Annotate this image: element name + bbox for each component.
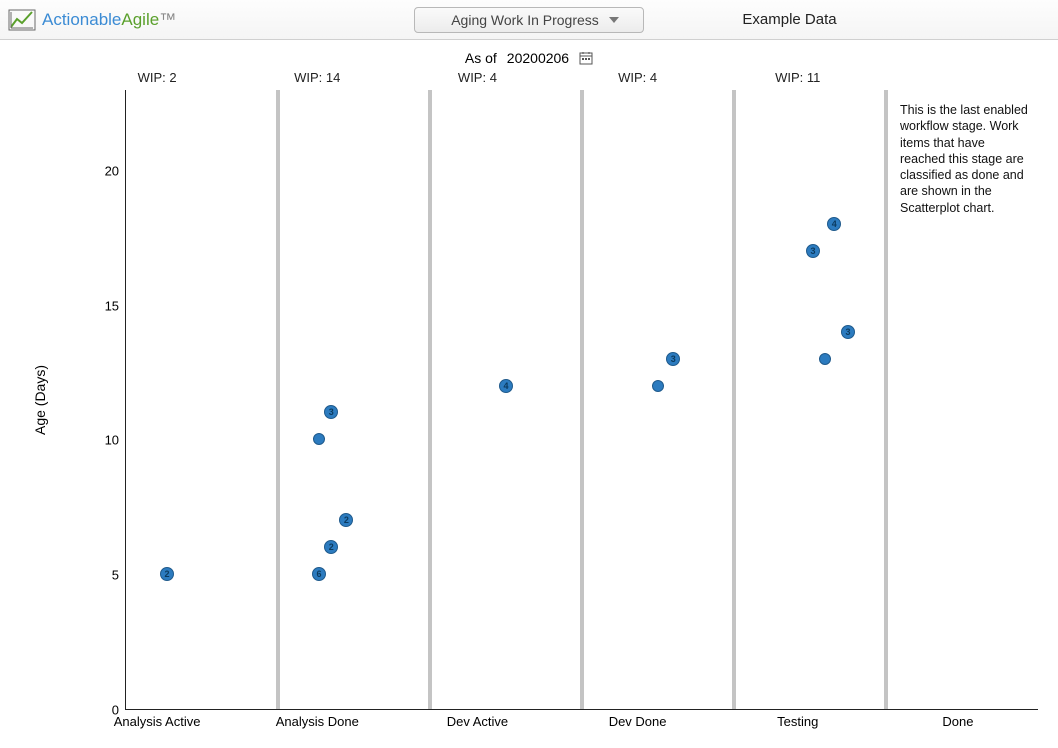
column-separator	[733, 90, 736, 709]
column-separator	[277, 90, 280, 709]
data-point[interactable]	[819, 353, 831, 365]
y-tick: 0	[112, 703, 119, 718]
asof-prefix: As of	[465, 50, 497, 66]
data-point[interactable]	[666, 352, 680, 366]
plot-region[interactable]: 2622343334This is the last enabled workf…	[125, 90, 1038, 710]
as-of-row: As of 20200206	[0, 40, 1058, 70]
column-separator	[885, 90, 888, 709]
y-tick: 20	[105, 163, 119, 178]
wip-cell	[878, 70, 1038, 90]
column-separator	[429, 90, 432, 709]
app-header: ActionableAgile™ Aging Work In Progress …	[0, 0, 1058, 40]
x-axis-label: Analysis Active	[77, 714, 237, 729]
y-tick: 10	[105, 433, 119, 448]
y-tick: 5	[112, 568, 119, 583]
wip-cell: WIP: 4	[558, 70, 718, 90]
data-point[interactable]	[806, 244, 820, 258]
x-axis-label: Dev Active	[397, 714, 557, 729]
data-point[interactable]	[160, 567, 174, 581]
y-axis-ticks: 05101520	[75, 90, 125, 710]
column-separator	[581, 90, 584, 709]
chart-type-dropdown[interactable]: Aging Work In Progress	[414, 7, 644, 33]
wip-header-row: WIP: 2WIP: 14WIP: 4WIP: 4WIP: 11	[0, 70, 1058, 90]
x-axis-label: Done	[878, 714, 1038, 729]
data-point[interactable]	[499, 379, 513, 393]
data-point[interactable]	[827, 217, 841, 231]
data-point[interactable]	[339, 513, 353, 527]
done-stage-note: This is the last enabled workflow stage.…	[894, 96, 1036, 222]
data-point[interactable]	[841, 325, 855, 339]
x-axis-label: Dev Done	[558, 714, 718, 729]
x-axis-label: Testing	[718, 714, 878, 729]
data-point[interactable]	[324, 405, 338, 419]
y-axis-label: Age (Days)	[5, 90, 75, 710]
chart-area: Age (Days) 05101520 2622343334This is th…	[0, 90, 1058, 710]
wip-cell: WIP: 4	[397, 70, 557, 90]
wip-cell: WIP: 14	[237, 70, 397, 90]
data-point[interactable]	[312, 567, 326, 581]
wip-cell: WIP: 2	[77, 70, 237, 90]
wip-cell: WIP: 11	[718, 70, 878, 90]
data-point[interactable]	[652, 380, 664, 392]
chevron-down-icon	[609, 17, 619, 23]
data-point[interactable]	[313, 433, 325, 445]
data-point[interactable]	[324, 540, 338, 554]
y-tick: 15	[105, 298, 119, 313]
x-axis-label: Analysis Done	[237, 714, 397, 729]
dropdown-label: Aging Work In Progress	[451, 12, 599, 28]
calendar-icon[interactable]	[579, 51, 593, 65]
brand-text: ActionableAgile™	[42, 10, 176, 30]
asof-date: 20200206	[507, 50, 569, 66]
chart-logo-icon	[8, 9, 36, 31]
x-axis-labels: Analysis ActiveAnalysis DoneDev ActiveDe…	[0, 710, 1058, 734]
